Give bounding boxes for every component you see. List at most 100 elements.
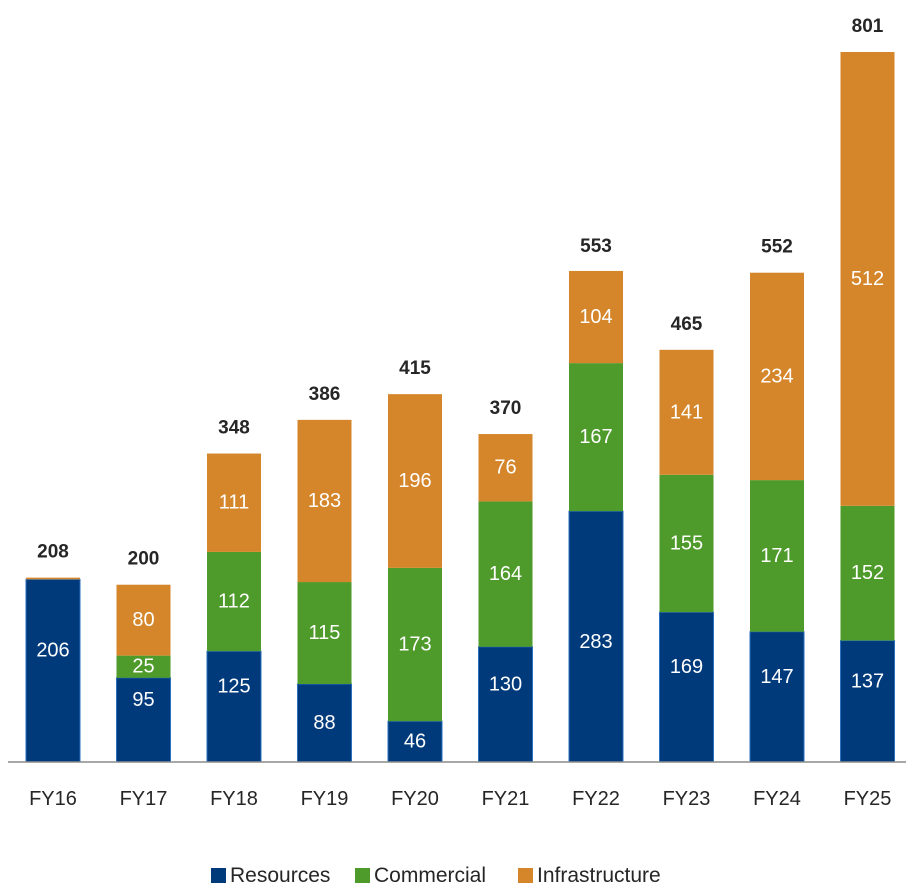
data-label-infrastructure-fy18: 111: [219, 492, 249, 514]
bar-fy17: 95 25 80 200: [116, 549, 171, 763]
legend-label-infrastructure: Infrastructure: [537, 864, 661, 887]
x-tick-label-fy18: FY18: [210, 788, 258, 810]
data-label-resources-fy19: 88: [313, 712, 335, 734]
data-label-commercial-fy18: 112: [218, 591, 250, 613]
legend: Resources Commercial Infrastructure: [211, 864, 661, 887]
x-tick-label-fy23: FY23: [663, 788, 711, 810]
segment-resources-fy23: [659, 611, 714, 763]
bar-fy20: 46 173 196 415: [387, 358, 443, 763]
data-label-infrastructure-fy21: 76: [494, 457, 516, 479]
data-label-commercial-fy22: 167: [579, 426, 612, 448]
bar-fy24: 147 171 234 552: [749, 237, 805, 763]
segment-resources-fy19: [297, 683, 352, 763]
x-tick-label-fy24: FY24: [753, 788, 801, 810]
total-label-fy22: 553: [580, 236, 612, 257]
data-label-infrastructure-fy19: 183: [308, 490, 341, 512]
data-label-resources-fy25: 137: [851, 670, 884, 692]
x-tick-label-fy16: FY16: [29, 788, 77, 810]
total-label-fy20: 415: [399, 358, 431, 379]
bar-fy22: 283 167 104 553: [568, 236, 624, 763]
data-label-commercial-fy23: 155: [670, 533, 703, 555]
segment-commercial-fy22: [569, 363, 623, 512]
legend-swatch-infrastructure: [518, 868, 533, 883]
total-label-fy21: 370: [490, 398, 522, 419]
segment-resources-fy21: [478, 646, 533, 763]
total-label-fy23: 465: [671, 314, 703, 335]
x-axis-ticks: FY16 FY17 FY18 FY19 FY20 FY21 FY22 FY23 FY24 FY25: [29, 788, 891, 810]
legend-item-infrastructure: Infrastructure: [518, 864, 661, 887]
segment-infrastructure-fy22: [569, 270, 623, 364]
segment-commercial-fy18: [207, 551, 261, 652]
data-label-infrastructure-fy24: 234: [760, 365, 793, 387]
data-label-commercial-fy20: 173: [398, 634, 431, 656]
segment-infrastructure-fy17: [116, 584, 171, 656]
x-tick-label-fy20: FY20: [391, 788, 439, 810]
segment-resources-fy16: [25, 578, 81, 763]
legend-label-commercial: Commercial: [374, 864, 486, 887]
data-label-infrastructure-fy17: 80: [132, 609, 154, 631]
x-tick-label-fy21: FY21: [482, 788, 530, 810]
x-tick-label-fy19: FY19: [301, 788, 349, 810]
bar-fy18: 125 112 111 348: [206, 418, 262, 763]
data-label-resources-fy17: 95: [132, 689, 154, 711]
data-label-commercial-fy25: 152: [851, 562, 884, 584]
segment-resources-fy25: [840, 640, 895, 763]
total-label-fy16: 208: [37, 542, 69, 563]
segment-infrastructure-fy18: [207, 453, 261, 552]
bar-fy16: 206 208: [25, 542, 81, 763]
data-label-resources-fy21: 130: [489, 673, 522, 695]
legend-item-commercial: Commercial: [355, 864, 486, 887]
data-label-commercial-fy19: 115: [309, 622, 341, 644]
x-tick-label-fy17: FY17: [120, 788, 168, 810]
data-label-infrastructure-fy25: 512: [851, 268, 884, 290]
bar-fy19: 88 115 183 386: [297, 384, 352, 763]
segment-commercial-fy23: [659, 474, 714, 613]
data-label-resources-fy24: 147: [760, 666, 793, 688]
segment-infrastructure-fy25: [840, 52, 895, 506]
segment-resources-fy20: [387, 720, 443, 763]
total-label-fy24: 552: [761, 237, 793, 258]
segment-infrastructure-fy21: [478, 434, 533, 502]
data-label-commercial-fy17: 25: [132, 656, 154, 678]
x-tick-label-fy22: FY22: [572, 788, 620, 810]
segment-infrastructure-fy20: [388, 394, 442, 568]
data-label-resources-fy22: 283: [579, 631, 612, 653]
data-label-commercial-fy21: 164: [489, 563, 522, 585]
segment-infrastructure-fy23: [659, 349, 714, 475]
legend-swatch-commercial: [355, 868, 370, 883]
legend-label-resources: Resources: [230, 864, 330, 887]
segment-commercial-fy19: [297, 582, 352, 684]
total-label-fy18: 348: [218, 418, 250, 439]
data-label-resources-fy23: 169: [670, 656, 703, 678]
segment-infrastructure-fy19: [297, 419, 352, 583]
data-label-infrastructure-fy22: 104: [579, 306, 612, 328]
segment-commercial-fy20: [388, 567, 442, 722]
segment-resources-fy18: [206, 650, 262, 763]
segment-infrastructure-fy24: [750, 272, 804, 481]
total-label-fy17: 200: [128, 549, 160, 570]
data-label-resources-fy20: 46: [404, 731, 426, 753]
data-label-resources-fy18: 125: [217, 676, 250, 698]
data-label-commercial-fy24: 171: [760, 545, 793, 567]
bar-fy21: 130 164 76 370: [478, 398, 533, 763]
segment-commercial-fy24: [750, 480, 804, 632]
legend-swatch-resources: [211, 868, 226, 883]
total-label-fy19: 386: [309, 384, 341, 405]
segment-resources-fy17: [116, 677, 171, 763]
bar-fy25: 137 152 512 801: [840, 16, 895, 763]
plot-area: 206 208 95 25 80 200 125 112 111 348 88 115 183 386 46…: [25, 16, 895, 763]
x-tick-label-fy25: FY25: [844, 788, 892, 810]
data-label-infrastructure-fy23: 141: [670, 401, 703, 423]
bar-fy23: 169 155 141 465: [659, 314, 714, 763]
segment-resources-fy24: [749, 631, 805, 763]
segment-resources-fy22: [568, 510, 624, 763]
total-label-fy25: 801: [852, 16, 884, 37]
legend-item-resources: Resources: [211, 864, 330, 887]
segment-infrastructure-fy16: [26, 577, 80, 580]
segment-commercial-fy21: [478, 501, 533, 647]
data-label-resources-fy16: 206: [36, 640, 69, 662]
segment-commercial-fy25: [840, 505, 895, 641]
data-label-infrastructure-fy20: 196: [398, 470, 431, 492]
segment-commercial-fy17: [116, 655, 171, 678]
